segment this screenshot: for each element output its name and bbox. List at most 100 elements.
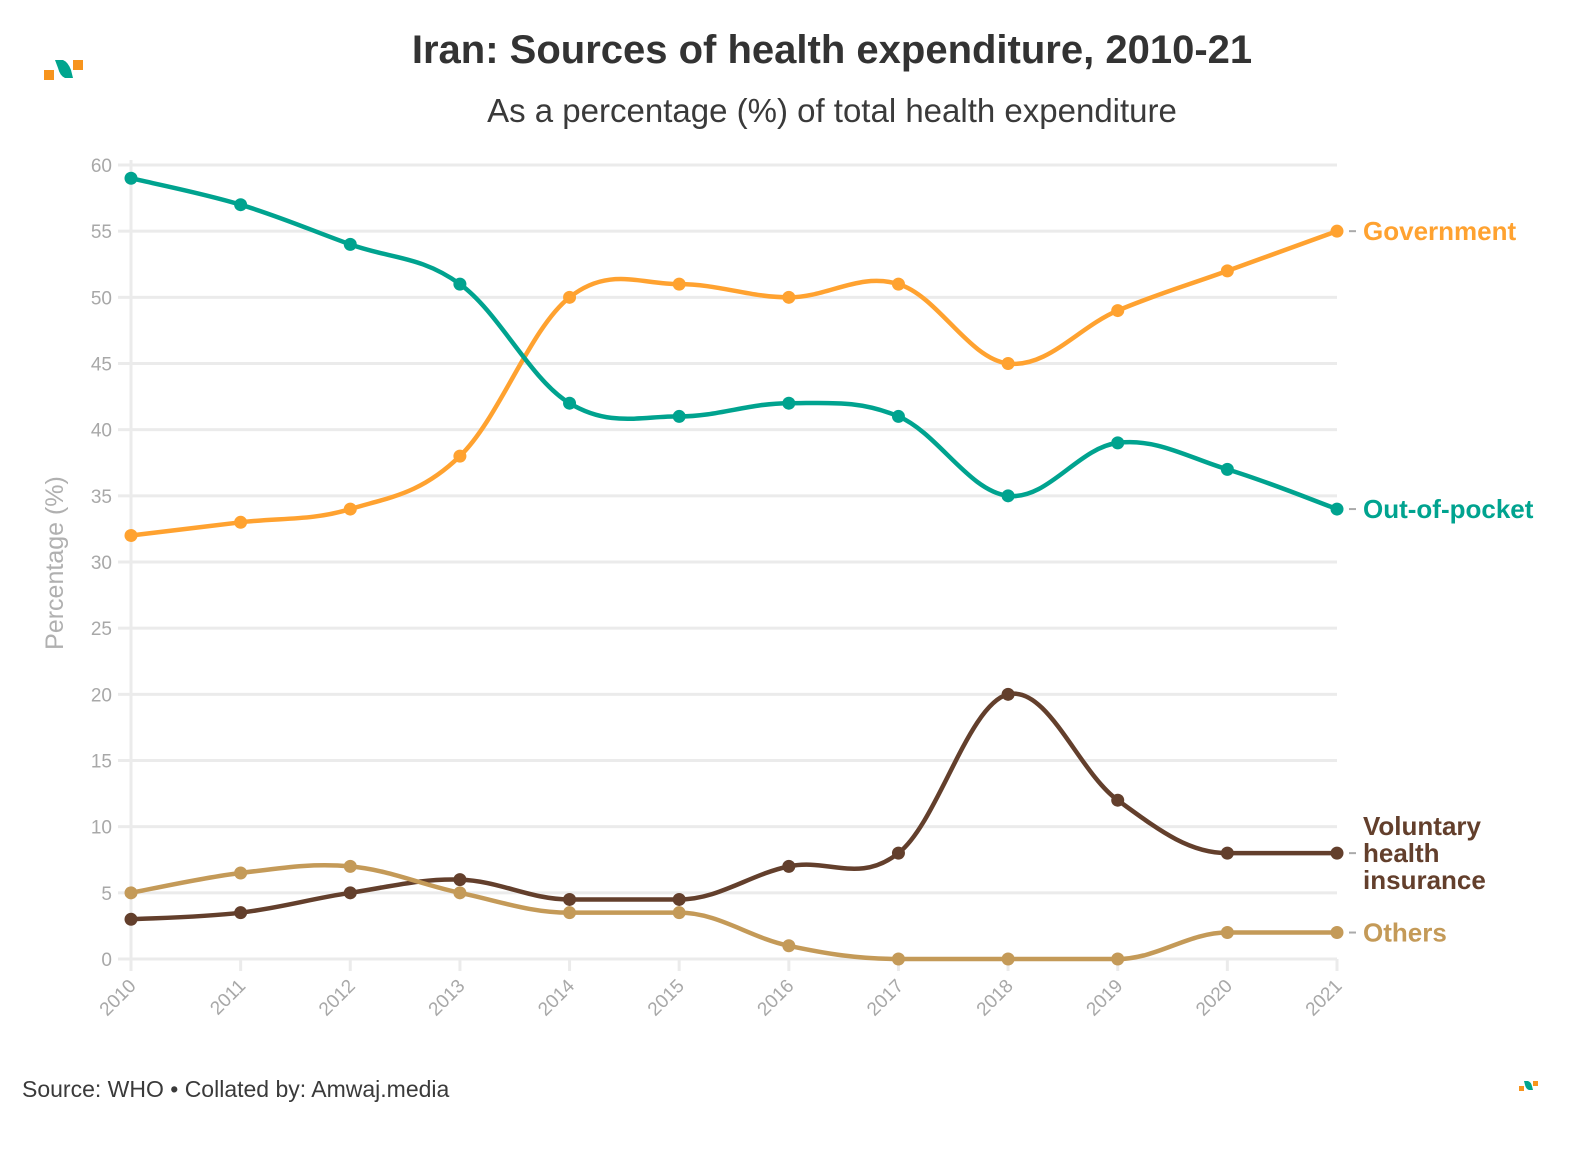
data-point-others-2021[interactable] (1330, 926, 1344, 940)
logo-small-square-right (1533, 1081, 1538, 1086)
data-point-government-2010[interactable] (124, 529, 138, 543)
data-point-others-2010[interactable] (124, 886, 138, 900)
amwaj-logo-small-icon (1519, 1081, 1538, 1091)
amwaj-logo-icon (44, 60, 83, 80)
data-point-government-2015[interactable] (672, 277, 686, 291)
series-label-line: Others (1363, 918, 1447, 948)
y-tick-label: 5 (101, 884, 112, 905)
data-point-government-2012[interactable] (343, 502, 357, 516)
data-point-voluntary-health-insurance-2012[interactable] (343, 886, 357, 900)
x-tick-label: 2018 (973, 976, 1018, 1021)
data-point-out-of-pocket-2013[interactable] (453, 277, 467, 291)
y-tick-label: 45 (91, 355, 112, 376)
data-point-voluntary-health-insurance-2021[interactable] (1330, 846, 1344, 860)
line-others (128, 863, 1340, 962)
data-point-government-2014[interactable] (563, 290, 577, 304)
y-tick-label: 0 (101, 950, 112, 971)
data-point-voluntary-health-insurance-2020[interactable] (1220, 846, 1234, 860)
data-point-out-of-pocket-2014[interactable] (563, 396, 577, 410)
y-tick-label: 55 (91, 222, 112, 243)
logo-wave (55, 60, 73, 78)
series-label-others: Others (1363, 918, 1447, 948)
data-point-government-2019[interactable] (1111, 304, 1125, 318)
y-tick-label: 10 (91, 818, 112, 839)
x-tick-label: 2014 (534, 975, 579, 1020)
x-tick-label: 2017 (863, 976, 908, 1021)
data-point-others-2020[interactable] (1220, 926, 1234, 940)
data-point-government-2017[interactable] (891, 277, 905, 291)
series-label-line: Voluntary (1363, 811, 1482, 841)
logo-square-left (44, 70, 54, 80)
data-point-government-2021[interactable] (1330, 224, 1344, 238)
chart-subtitle: As a percentage (%) of total health expe… (487, 92, 1177, 129)
data-point-others-2013[interactable] (453, 886, 467, 900)
data-point-voluntary-health-insurance-2017[interactable] (891, 846, 905, 860)
data-point-others-2018[interactable] (1001, 952, 1015, 966)
data-point-government-2018[interactable] (1001, 357, 1015, 370)
series-label-line: Government (1363, 216, 1516, 246)
y-tick-label: 50 (91, 288, 112, 309)
x-tick-label: 2020 (1192, 976, 1237, 1021)
data-point-others-2015[interactable] (672, 906, 686, 920)
data-point-out-of-pocket-2016[interactable] (782, 396, 796, 410)
data-point-out-of-pocket-2018[interactable] (1001, 489, 1015, 503)
data-point-out-of-pocket-2021[interactable] (1330, 502, 1344, 516)
data-point-government-2013[interactable] (453, 449, 467, 463)
data-point-voluntary-health-insurance-2019[interactable] (1111, 793, 1125, 807)
data-point-out-of-pocket-2011[interactable] (234, 198, 248, 212)
data-point-voluntary-health-insurance-2015[interactable] (672, 892, 686, 906)
source-note: Source: WHO • Collated by: Amwaj.media (22, 1076, 450, 1102)
x-axis-ticks: 2010 2011 2012 2013 2014 2015 2016 2017 2018 2019… (96, 975, 1347, 1020)
line-voluntary-health-insurance (128, 691, 1340, 922)
series-label-government: Government (1363, 216, 1516, 246)
data-point-others-2017[interactable] (891, 952, 905, 966)
data-point-others-2016[interactable] (782, 939, 796, 953)
series-label-line: health (1363, 838, 1440, 868)
data-point-others-2012[interactable] (343, 859, 357, 873)
gridlines (118, 160, 1339, 971)
data-point-out-of-pocket-2010[interactable] (124, 171, 138, 185)
chart-title: Iran: Sources of health expenditure, 201… (412, 28, 1252, 72)
line-out-of-pocket (128, 175, 1340, 512)
data-point-voluntary-health-insurance-2011[interactable] (234, 906, 248, 920)
data-point-others-2011[interactable] (234, 866, 248, 880)
data-point-government-2020[interactable] (1220, 264, 1234, 278)
series-voluntary-health-insurance (124, 687, 1344, 926)
data-point-voluntary-health-insurance-2010[interactable] (124, 912, 138, 926)
data-point-voluntary-health-insurance-2014[interactable] (563, 892, 577, 906)
y-tick-label: 30 (91, 553, 112, 574)
logo-square-right (73, 60, 83, 70)
data-point-out-of-pocket-2015[interactable] (672, 409, 686, 423)
logo-small-square-left (1519, 1086, 1524, 1091)
series-label-out-of-pocket: Out-of-pocket (1363, 494, 1534, 524)
data-point-out-of-pocket-2020[interactable] (1220, 462, 1234, 476)
logo-small-wave (1524, 1081, 1533, 1090)
series-label-line: insurance (1363, 865, 1486, 895)
series-label-line: Out-of-pocket (1363, 494, 1534, 524)
y-tick-label: 60 (91, 156, 112, 177)
data-point-others-2019[interactable] (1111, 952, 1125, 966)
x-tick-label: 2010 (96, 976, 141, 1021)
data-point-out-of-pocket-2019[interactable] (1111, 436, 1125, 450)
x-tick-label: 2015 (644, 976, 689, 1021)
data-point-voluntary-health-insurance-2018[interactable] (1001, 687, 1015, 701)
data-point-others-2014[interactable] (563, 906, 577, 920)
data-point-out-of-pocket-2017[interactable] (891, 409, 905, 423)
x-tick-label: 2013 (425, 976, 470, 1021)
series-lines (124, 171, 1344, 966)
data-point-voluntary-health-insurance-2013[interactable] (453, 873, 467, 887)
data-point-government-2016[interactable] (782, 290, 796, 304)
data-point-out-of-pocket-2012[interactable] (343, 237, 357, 251)
series-label-voluntary-health-insurance: Voluntary health insurance (1363, 811, 1486, 895)
data-point-voluntary-health-insurance-2016[interactable] (782, 859, 796, 873)
series-government (124, 224, 1344, 543)
y-axis-ticks: 0 5 10 15 20 25 30 35 40 45 50 55 60 (91, 156, 112, 971)
series-labels: Government Out-of-pocket Voluntary health in… (1349, 216, 1534, 948)
x-tick-label: 2011 (206, 976, 250, 1020)
x-tick-label: 2012 (315, 976, 360, 1021)
x-tick-label: 2021 (1302, 976, 1347, 1021)
data-point-government-2011[interactable] (234, 515, 248, 529)
y-axis-label: Percentage (%) (41, 476, 69, 650)
y-tick-label: 15 (91, 752, 112, 773)
